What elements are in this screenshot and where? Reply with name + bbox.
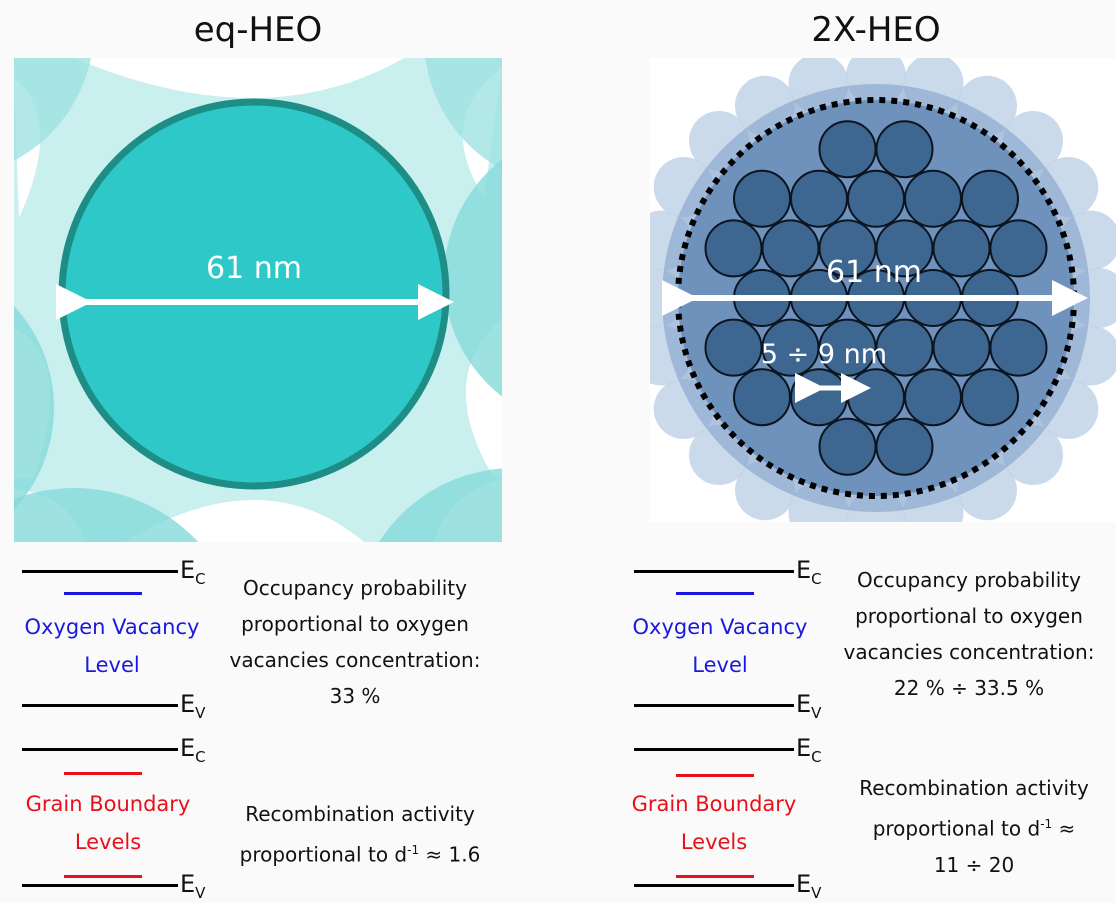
left-oxygen-vacancy-level-line <box>64 592 142 595</box>
left-ev-label-1: EV <box>180 690 206 722</box>
neighbor-particle <box>444 159 502 397</box>
right-grain-boundary-label: Grain Boundary Levels <box>631 792 797 854</box>
left-oxygen-vacancy-label: Oxygen Vacancy Level <box>24 615 200 677</box>
right-oxygen-vacancy-level-line <box>676 592 754 595</box>
left-occupancy-text: Occupancy probability proportional to oxy… <box>229 576 481 708</box>
right-ev-label-2: EV <box>796 870 822 902</box>
right-conduction-band-1 <box>634 570 794 573</box>
2x-heo-particle-diagram: 61 nm 5 ÷ 9 nm <box>650 58 1116 522</box>
crystallite <box>847 368 905 427</box>
eq-heo-title: eq-HEO <box>193 10 323 50</box>
left-ev-label-2: EV <box>180 870 206 902</box>
right-ev-label-1: EV <box>796 690 822 722</box>
crystallite <box>733 368 791 427</box>
neighbor-particle <box>425 58 502 170</box>
left-valence-band-2 <box>22 884 178 887</box>
left-conduction-band-2 <box>22 748 178 751</box>
crystallite <box>761 219 820 278</box>
left-recombination-text: Recombination activity proportional to d… <box>239 802 481 867</box>
right-valence-band-1 <box>634 704 794 707</box>
right-recombination-text: Recombination activity proportional to d… <box>859 776 1089 877</box>
crystallite <box>961 169 1019 228</box>
crystallite-size-label: 5 ÷ 9 nm <box>761 339 887 370</box>
left-valence-band-1 <box>22 704 178 707</box>
crystallite <box>704 318 763 377</box>
left-grain-boundary-level-line-1 <box>64 772 142 775</box>
crystallite <box>932 219 991 278</box>
right-occupancy-text: Occupancy probability proportional to oxy… <box>843 568 1095 700</box>
right-ec-label-2: EC <box>796 734 822 766</box>
crystallite <box>790 169 848 228</box>
crystallite <box>733 169 791 228</box>
crystallite <box>790 368 848 427</box>
crystallite <box>989 318 1048 377</box>
left-ec-label-2: EC <box>180 734 206 766</box>
crystallite <box>704 219 763 278</box>
eq-diameter-label: 61 nm <box>206 251 302 286</box>
crystallite <box>961 368 1019 427</box>
left-grain-boundary-label: Grain Boundary Levels <box>25 792 191 854</box>
neighbor-particle <box>379 468 502 542</box>
crystallite <box>818 120 877 179</box>
neighbor-particle <box>14 488 199 542</box>
crystallite <box>875 417 934 476</box>
left-grain-boundary-level-line-2 <box>64 875 142 878</box>
right-oxygen-vacancy-label: Oxygen Vacancy Level <box>632 615 808 677</box>
right-grain-boundary-level-line-2 <box>676 875 754 878</box>
2x-heo-title: 2X-HEO <box>811 10 941 50</box>
eq-heo-particle <box>58 98 450 490</box>
neighbor-particle <box>14 58 91 161</box>
crystallite <box>875 120 934 179</box>
neighbor-particle <box>14 306 54 510</box>
gap-top <box>74 58 404 98</box>
crystallite <box>932 318 991 377</box>
crystallite <box>847 169 905 228</box>
crystallite <box>989 219 1048 278</box>
right-grain-boundary-level-line-1 <box>676 774 754 777</box>
right-conduction-band-2 <box>634 748 794 751</box>
crystallite <box>818 417 877 476</box>
2x-diameter-label: 61 nm <box>826 255 922 290</box>
crystallite <box>904 368 962 427</box>
eq-heo-particle-diagram: 61 nm <box>14 58 502 542</box>
crystallite <box>904 169 962 228</box>
left-ec-label-1: EC <box>180 556 206 588</box>
right-valence-band-2 <box>634 884 794 887</box>
left-conduction-band-1 <box>22 570 178 573</box>
right-ec-label-1: EC <box>796 556 822 588</box>
